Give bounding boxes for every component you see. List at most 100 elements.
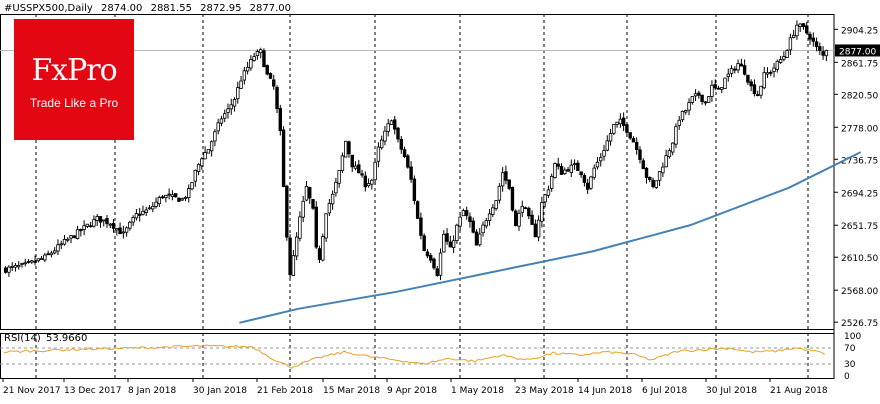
candle-body bbox=[180, 198, 184, 201]
candle-body bbox=[559, 165, 564, 175]
fxpro-logo: FxPro Trade Like a Pro bbox=[14, 19, 134, 140]
candle-body bbox=[481, 224, 485, 234]
candle-body bbox=[461, 210, 466, 217]
candle-body bbox=[697, 92, 701, 96]
rsi-value: 53.9660 bbox=[45, 333, 88, 344]
candle-body bbox=[360, 173, 364, 176]
candle-body bbox=[62, 238, 67, 245]
candle-body bbox=[785, 50, 789, 58]
rsi-level-label: 70 bbox=[844, 344, 856, 354]
candle-body bbox=[118, 227, 122, 235]
candle-body bbox=[330, 193, 335, 205]
candle-body bbox=[340, 155, 345, 172]
candle-body bbox=[23, 262, 27, 265]
candle-body bbox=[285, 185, 289, 238]
candle-body bbox=[134, 213, 139, 219]
open-value: 2874.00 bbox=[101, 3, 143, 14]
candle-body bbox=[628, 132, 632, 139]
candle-body bbox=[648, 176, 652, 180]
candle-body bbox=[327, 203, 332, 214]
y-tick-label: 2694.25 bbox=[841, 189, 878, 199]
candle-body bbox=[491, 207, 495, 215]
candle-body bbox=[818, 46, 822, 52]
candle-body bbox=[726, 73, 730, 78]
candle-body bbox=[585, 182, 590, 190]
candle-body bbox=[17, 265, 21, 268]
x-tick-label: 21 Feb 2018 bbox=[257, 386, 313, 396]
candle-body bbox=[684, 110, 688, 113]
candle-body bbox=[343, 140, 348, 158]
candle-body bbox=[406, 155, 410, 168]
low-value: 2872.95 bbox=[200, 3, 242, 14]
candle-body bbox=[337, 169, 341, 184]
logo-brand: FxPro bbox=[31, 53, 117, 88]
candle-body bbox=[347, 141, 351, 155]
candle-body bbox=[811, 37, 815, 42]
candle-body bbox=[262, 50, 266, 68]
y-tick-label: 2736.75 bbox=[841, 156, 878, 166]
candle-body bbox=[56, 244, 60, 252]
x-tick-label: 21 Aug 2018 bbox=[770, 386, 828, 396]
candle-body bbox=[213, 131, 217, 142]
candle-body bbox=[605, 140, 609, 151]
candle-body bbox=[664, 155, 668, 168]
candle-body bbox=[651, 179, 655, 187]
candle-body bbox=[272, 79, 276, 87]
candle-body bbox=[713, 84, 717, 89]
candle-body bbox=[200, 158, 204, 167]
candle-body bbox=[79, 229, 83, 232]
candle-body bbox=[644, 167, 649, 178]
candle-body bbox=[808, 33, 812, 40]
candle-body bbox=[729, 68, 734, 74]
x-tick-label: 8 Jan 2018 bbox=[128, 386, 176, 396]
close-value: 2877.00 bbox=[249, 3, 292, 14]
candle-body bbox=[415, 201, 420, 219]
candle-body bbox=[46, 253, 50, 256]
candle-body bbox=[576, 162, 580, 171]
y-tick-label: 2526.75 bbox=[841, 319, 878, 329]
candle-body bbox=[3, 267, 8, 273]
candle-body bbox=[589, 176, 593, 189]
candle-body bbox=[824, 50, 829, 57]
candle-body bbox=[128, 221, 132, 229]
candle-body bbox=[26, 261, 31, 263]
x-tick-label: 6 Jul 2018 bbox=[642, 386, 687, 396]
candle-body bbox=[484, 220, 489, 227]
candle-body bbox=[281, 129, 286, 187]
candle-body bbox=[563, 169, 567, 174]
candle-body bbox=[95, 216, 99, 221]
candle-body bbox=[193, 169, 197, 182]
candle-body bbox=[693, 93, 698, 97]
candle-body bbox=[432, 258, 436, 269]
candle-body bbox=[680, 110, 685, 121]
candle-body bbox=[549, 175, 554, 189]
candle-body bbox=[124, 227, 129, 233]
candle-body bbox=[255, 51, 260, 56]
current-price-label: 2877.00 bbox=[839, 47, 876, 57]
candle-body bbox=[66, 238, 70, 241]
candle-body bbox=[291, 255, 296, 276]
candle-body bbox=[625, 124, 629, 133]
candle-body bbox=[474, 231, 479, 246]
candle-body bbox=[177, 197, 181, 202]
candle-body bbox=[308, 187, 312, 199]
candle-body bbox=[376, 146, 381, 162]
rsi-label: RSI(14) bbox=[4, 333, 41, 344]
candle-body bbox=[677, 119, 681, 126]
candle-body bbox=[778, 59, 783, 63]
candle-body bbox=[739, 63, 744, 67]
candle-body bbox=[507, 179, 511, 189]
candle-body bbox=[72, 235, 77, 239]
candle-body bbox=[566, 169, 570, 172]
candle-body bbox=[75, 229, 80, 240]
candle-body bbox=[206, 149, 211, 154]
candle-body bbox=[69, 235, 73, 239]
candle-body bbox=[350, 154, 354, 168]
candle-body bbox=[164, 194, 168, 199]
candle-body bbox=[311, 199, 315, 209]
y-tick-label: 2651.75 bbox=[841, 222, 878, 232]
candle-body bbox=[517, 212, 521, 227]
candle-body bbox=[258, 49, 263, 54]
candle-body bbox=[536, 219, 541, 238]
